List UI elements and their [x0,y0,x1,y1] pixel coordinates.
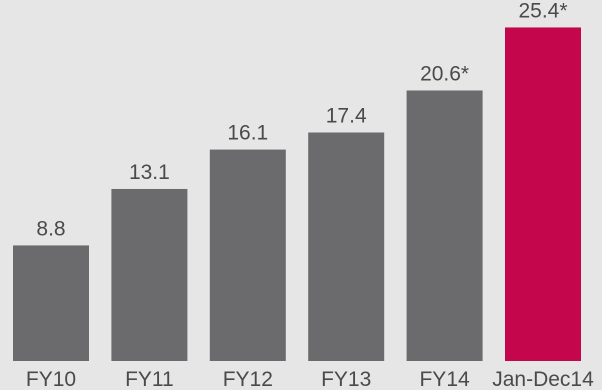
bar-fy12 [209,149,286,361]
bar-fy10 [13,245,89,361]
bar-jan-dec14 [505,27,581,362]
bar-fy14 [406,90,483,361]
category-labels-layer: FY10 FY11 FY12 FY13 FY14 Jan-Dec14 [26,368,594,390]
value-label-fy10: 8.8 [36,217,65,240]
value-label-fy12: 16.1 [227,122,268,145]
value-label-fy13: 17.4 [326,105,367,128]
category-label-fy12: FY12 [223,368,273,390]
bar-fy11 [111,188,188,361]
value-label-fy11: 13.1 [129,161,170,184]
category-label-fy10: FY10 [26,368,76,390]
value-label-jan-dec14: 25.4* [518,0,567,22]
value-labels-layer: 8.8 13.1 16.1 17.4 20.6* 25.4* [36,0,567,240]
bar-fy13 [308,132,385,361]
value-label-fy14: 20.6* [420,62,469,85]
category-label-fy11: FY11 [125,368,174,390]
bars-layer [13,27,581,362]
category-label-fy14: FY14 [419,368,470,390]
category-label-fy13: FY13 [321,368,371,390]
category-label-jan-dec14: Jan-Dec14 [492,368,594,390]
